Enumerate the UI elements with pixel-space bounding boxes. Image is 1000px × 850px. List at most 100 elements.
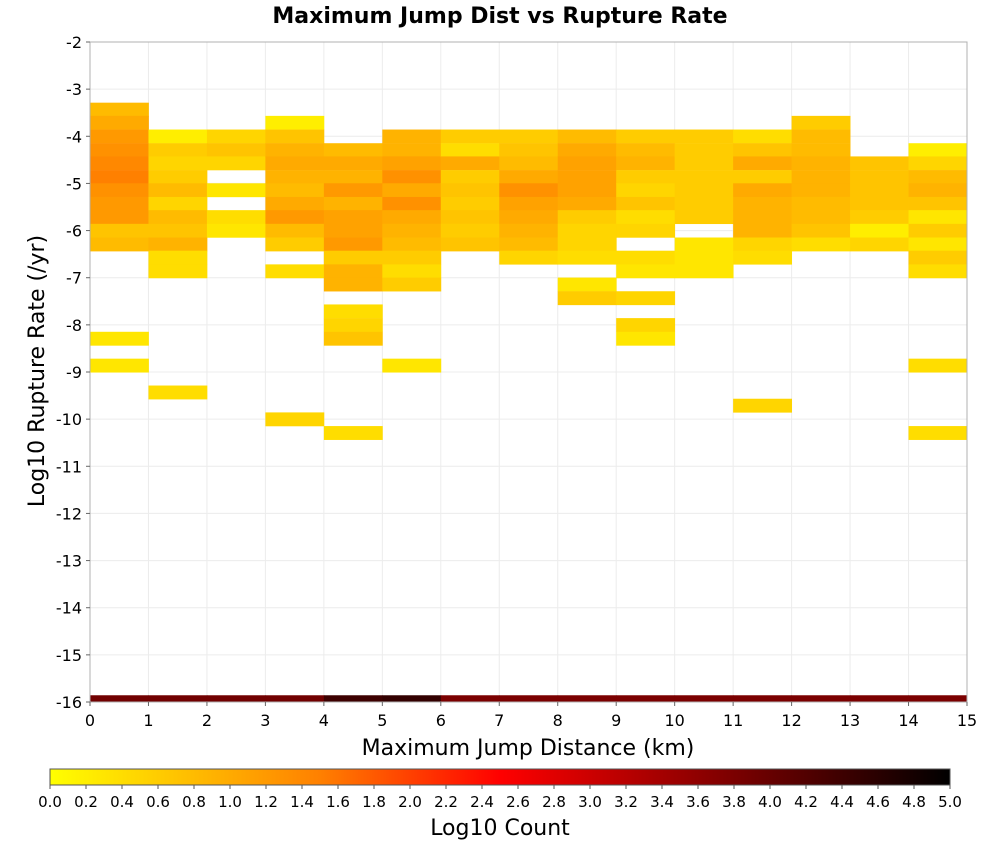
heatmap-cell bbox=[440, 156, 500, 171]
x-axis-label: Maximum Jump Distance (km) bbox=[362, 736, 695, 761]
heatmap-cell bbox=[148, 196, 208, 211]
heatmap-cell bbox=[908, 250, 968, 265]
heatmap-cell bbox=[323, 264, 383, 279]
y-tick-label: -16 bbox=[56, 693, 82, 712]
heatmap-cell bbox=[148, 385, 208, 400]
heatmap-cell bbox=[323, 210, 383, 225]
x-tick-label: 1 bbox=[143, 711, 153, 730]
heatmap-cell bbox=[90, 210, 149, 225]
heatmap-cell bbox=[850, 183, 909, 198]
heatmap-cell bbox=[908, 210, 968, 225]
heatmap-cell bbox=[499, 170, 559, 184]
heatmap-cell bbox=[850, 695, 909, 702]
heatmap-cell bbox=[90, 170, 149, 184]
y-tick-label: -10 bbox=[56, 410, 82, 429]
x-tick-label: 8 bbox=[553, 711, 563, 730]
heatmap-cell bbox=[791, 115, 851, 130]
heatmap-cell bbox=[265, 264, 325, 279]
heatmap-cell bbox=[323, 250, 383, 265]
x-tick-label: 7 bbox=[494, 711, 504, 730]
heatmap-cell bbox=[440, 210, 500, 225]
heatmap-cell bbox=[382, 277, 442, 292]
y-tick-label: -11 bbox=[56, 457, 82, 476]
colorbar-label: Log10 Count bbox=[430, 816, 570, 841]
colorbar-tick-label: 2.0 bbox=[398, 793, 422, 811]
colorbar-tick-label: 4.0 bbox=[758, 793, 782, 811]
y-tick-label: -7 bbox=[66, 269, 82, 288]
colorbar-tick-label: 1.0 bbox=[218, 793, 242, 811]
heatmap-cell bbox=[323, 156, 383, 171]
heatmap-cell bbox=[791, 170, 851, 184]
heatmap-cell bbox=[323, 318, 383, 332]
x-tick-label: 13 bbox=[840, 711, 860, 730]
heatmap-cell bbox=[733, 237, 792, 252]
heatmap-cells bbox=[90, 102, 968, 702]
heatmap-cell bbox=[382, 196, 442, 211]
heatmap-cell bbox=[265, 210, 325, 225]
heatmap-cell bbox=[733, 210, 792, 225]
heatmap-cell bbox=[90, 331, 149, 346]
colorbar-tick-label: 0.6 bbox=[146, 793, 170, 811]
heatmap-cell bbox=[382, 183, 442, 198]
heatmap-cell bbox=[557, 291, 617, 306]
heatmap-cell bbox=[148, 223, 208, 238]
heatmap-cell bbox=[791, 695, 851, 702]
y-tick-label: -9 bbox=[66, 363, 82, 382]
heatmap-cell bbox=[499, 223, 559, 238]
heatmap-cell bbox=[791, 129, 851, 144]
y-axis-label: Log10 Rupture Rate (/yr) bbox=[25, 235, 50, 507]
heatmap-cell bbox=[908, 156, 968, 171]
heatmap-cell bbox=[148, 695, 208, 702]
heatmap-cell bbox=[265, 183, 325, 198]
heatmap-cell bbox=[733, 183, 792, 198]
x-tick-label: 4 bbox=[319, 711, 329, 730]
heatmap-cell bbox=[148, 129, 208, 144]
heatmap-cell bbox=[850, 196, 909, 211]
colorbar-tick-label: 2.8 bbox=[542, 793, 566, 811]
heatmap-cell bbox=[148, 143, 208, 158]
heatmap-cell bbox=[90, 358, 149, 373]
heatmap-cell bbox=[499, 210, 559, 225]
heatmap-cell bbox=[499, 156, 559, 171]
heatmap-cell bbox=[791, 237, 851, 252]
heatmap-cell bbox=[206, 183, 266, 198]
heatmap-cell bbox=[850, 210, 909, 225]
heatmap-cell bbox=[674, 695, 734, 702]
heatmap-cell bbox=[908, 143, 968, 158]
heatmap-cell bbox=[323, 237, 383, 252]
x-tick-label: 9 bbox=[611, 711, 621, 730]
heatmap-cell bbox=[733, 398, 792, 413]
heatmap-cell bbox=[733, 170, 792, 184]
heatmap-cell bbox=[557, 695, 617, 702]
heatmap-cell bbox=[733, 129, 792, 144]
heatmap-cell bbox=[90, 129, 149, 144]
heatmap-cell bbox=[323, 277, 383, 292]
heatmap-cell bbox=[674, 210, 734, 225]
colorbar-tick-label: 2.4 bbox=[470, 793, 494, 811]
colorbar-tick-label: 4.8 bbox=[902, 793, 926, 811]
heatmap-cell bbox=[557, 277, 617, 292]
heatmap-cell bbox=[674, 143, 734, 158]
heatmap-cell bbox=[674, 183, 734, 198]
colorbar-tick-label: 0.4 bbox=[110, 793, 134, 811]
heatmap-cell bbox=[382, 237, 442, 252]
heatmap-cell bbox=[791, 196, 851, 211]
heatmap-cell bbox=[265, 170, 325, 184]
heatmap-cell bbox=[733, 156, 792, 171]
x-axis-ticks: 0 1 2 3 4 5 6 7 8 9 10 11 12 13 14 15 bbox=[85, 702, 977, 730]
colorbar-tick-label: 3.0 bbox=[578, 793, 602, 811]
heatmap-cell bbox=[616, 331, 676, 346]
heatmap-cell bbox=[616, 695, 676, 702]
colorbar-tick-label: 3.2 bbox=[614, 793, 638, 811]
colorbar-tick-label: 4.6 bbox=[866, 793, 890, 811]
heatmap-cell bbox=[382, 143, 442, 158]
heatmap-cell bbox=[850, 170, 909, 184]
x-tick-label: 10 bbox=[664, 711, 684, 730]
heatmap-cell bbox=[850, 156, 909, 171]
heatmap-cell bbox=[265, 143, 325, 158]
heatmap-cell bbox=[440, 695, 500, 702]
heatmap-cell bbox=[265, 412, 325, 427]
colorbar-tick-label: 2.6 bbox=[506, 793, 530, 811]
heatmap-cell bbox=[323, 223, 383, 238]
heatmap-cell bbox=[674, 170, 734, 184]
